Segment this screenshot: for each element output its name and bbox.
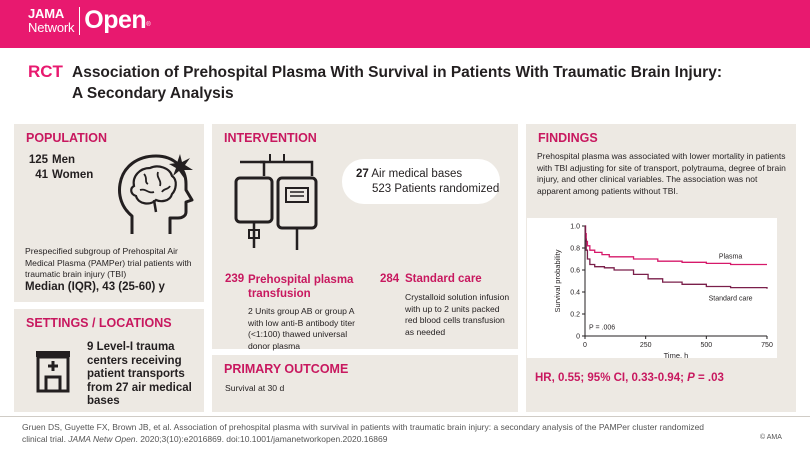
population-panel: POPULATION 125 Men 41 Women Prespecified s… bbox=[14, 124, 204, 302]
women-count: 41 bbox=[35, 169, 48, 181]
x-tick-label: 0 bbox=[583, 342, 587, 349]
series-label-standard-care: Standard care bbox=[709, 296, 753, 303]
outcome-text: Survival at 30 d bbox=[225, 383, 285, 393]
settings-text: 9 Level-I trauma centers receiving patie… bbox=[87, 341, 192, 407]
brain-head-icon bbox=[118, 154, 194, 234]
arm2-title: Standard care bbox=[405, 273, 482, 285]
men-count: 125 bbox=[28, 154, 48, 166]
bases-randomized-bubble: 27 Air medical bases 523 Patients random… bbox=[342, 159, 500, 204]
logo-jama: JAMA bbox=[28, 5, 65, 21]
p-value-annotation: P = .006 bbox=[589, 324, 615, 331]
x-tick-label: 500 bbox=[700, 342, 712, 349]
series-label-plasma: Plasma bbox=[719, 254, 742, 261]
blood-bags-icon bbox=[234, 154, 318, 250]
findings-heading: FINDINGS bbox=[538, 131, 598, 145]
settings-panel: SETTINGS / LOCATIONS 9 Level-I trauma ce… bbox=[14, 309, 204, 412]
outcome-heading: PRIMARY OUTCOME bbox=[224, 362, 349, 376]
hr-p-label: P bbox=[687, 372, 695, 384]
hr-text: HR, 0.55; 95% CI, 0.33-0.94; bbox=[535, 372, 688, 384]
logo-registered: ® bbox=[146, 22, 151, 28]
footer-rule bbox=[0, 416, 810, 417]
population-counts: 125 Men 41 Women bbox=[28, 153, 94, 183]
y-tick-label: 0.2 bbox=[570, 312, 580, 319]
page-title: Association of Prehospital Plasma With S… bbox=[72, 64, 723, 102]
y-tick-label: 0 bbox=[576, 334, 580, 341]
copyright: © AMA bbox=[760, 434, 782, 441]
logo-network: Network bbox=[28, 19, 75, 35]
logo-divider bbox=[79, 6, 81, 35]
population-age: Median (IQR), 43 (25-60) y bbox=[25, 281, 165, 293]
y-tick-label: 0.4 bbox=[570, 290, 580, 297]
survival-chart: 0 0.2 0.4 0.6 0.8 1.0 0 250 500 750 Time, h Surviva… bbox=[527, 218, 777, 358]
intervention-panel: INTERVENTION 27 Air medical bases 523 Pa… bbox=[212, 124, 518, 351]
citation-doi: . 2020;3(10):e2016869. doi:10.1001/jaman… bbox=[135, 433, 388, 444]
men-label: Men bbox=[52, 154, 75, 166]
hr-p-value: = .03 bbox=[694, 372, 724, 384]
series-line-standard-care bbox=[584, 225, 768, 289]
logo-open: Open bbox=[84, 6, 147, 34]
y-tick-label: 0.6 bbox=[570, 268, 580, 275]
outcome-panel: PRIMARY OUTCOME Survival at 30 d bbox=[212, 355, 518, 412]
y-axis-label: Survival probability bbox=[553, 249, 562, 312]
settings-heading: SETTINGS / LOCATIONS bbox=[26, 316, 172, 330]
population-heading: POPULATION bbox=[26, 131, 108, 145]
randomized-count: 523 bbox=[372, 183, 392, 195]
bases-count: 27 bbox=[356, 168, 369, 180]
bases-label: Air medical bases bbox=[371, 168, 463, 180]
x-axis-label: Time, h bbox=[664, 351, 689, 358]
randomized-label: Patients randomized bbox=[394, 183, 500, 195]
hazard-ratio: HR, 0.55; 95% CI, 0.33-0.94; P = .03 bbox=[535, 372, 724, 384]
findings-description: Prehospital plasma was associated with l… bbox=[537, 151, 786, 196]
population-description: Prespecified subgroup of Prehospital Air… bbox=[25, 246, 192, 279]
y-tick-label: 1.0 bbox=[570, 224, 580, 231]
x-tick-label: 250 bbox=[640, 342, 652, 349]
header-bar: JAMA Network Open ® bbox=[0, 0, 810, 48]
y-tick-label: 0.8 bbox=[570, 246, 580, 253]
arm2-description: Crystalloid solution infusion with up to… bbox=[405, 292, 510, 337]
women-label: Women bbox=[52, 169, 94, 181]
arm1-description: 2 Units group AB or group A with low ant… bbox=[248, 306, 355, 351]
x-tick-label: 750 bbox=[761, 342, 773, 349]
citation-journal[interactable]: JAMA Netw Open bbox=[68, 433, 136, 444]
study-type-tag: RCT bbox=[28, 62, 63, 81]
jama-network-open-logo[interactable]: JAMA Network Open ® bbox=[28, 6, 151, 35]
citation: Gruen DS, Guyette FX, Brown JB, et al. A… bbox=[22, 422, 722, 445]
arm1-count: 239 bbox=[225, 273, 245, 285]
arm1-title: Prehospital plasma transfusion bbox=[248, 274, 354, 300]
citation-text: Gruen DS, Guyette FX, Brown JB, et al. A… bbox=[22, 422, 705, 444]
hospital-icon bbox=[36, 351, 70, 393]
arm2-count: 284 bbox=[380, 273, 400, 285]
intervention-heading: INTERVENTION bbox=[224, 131, 317, 145]
